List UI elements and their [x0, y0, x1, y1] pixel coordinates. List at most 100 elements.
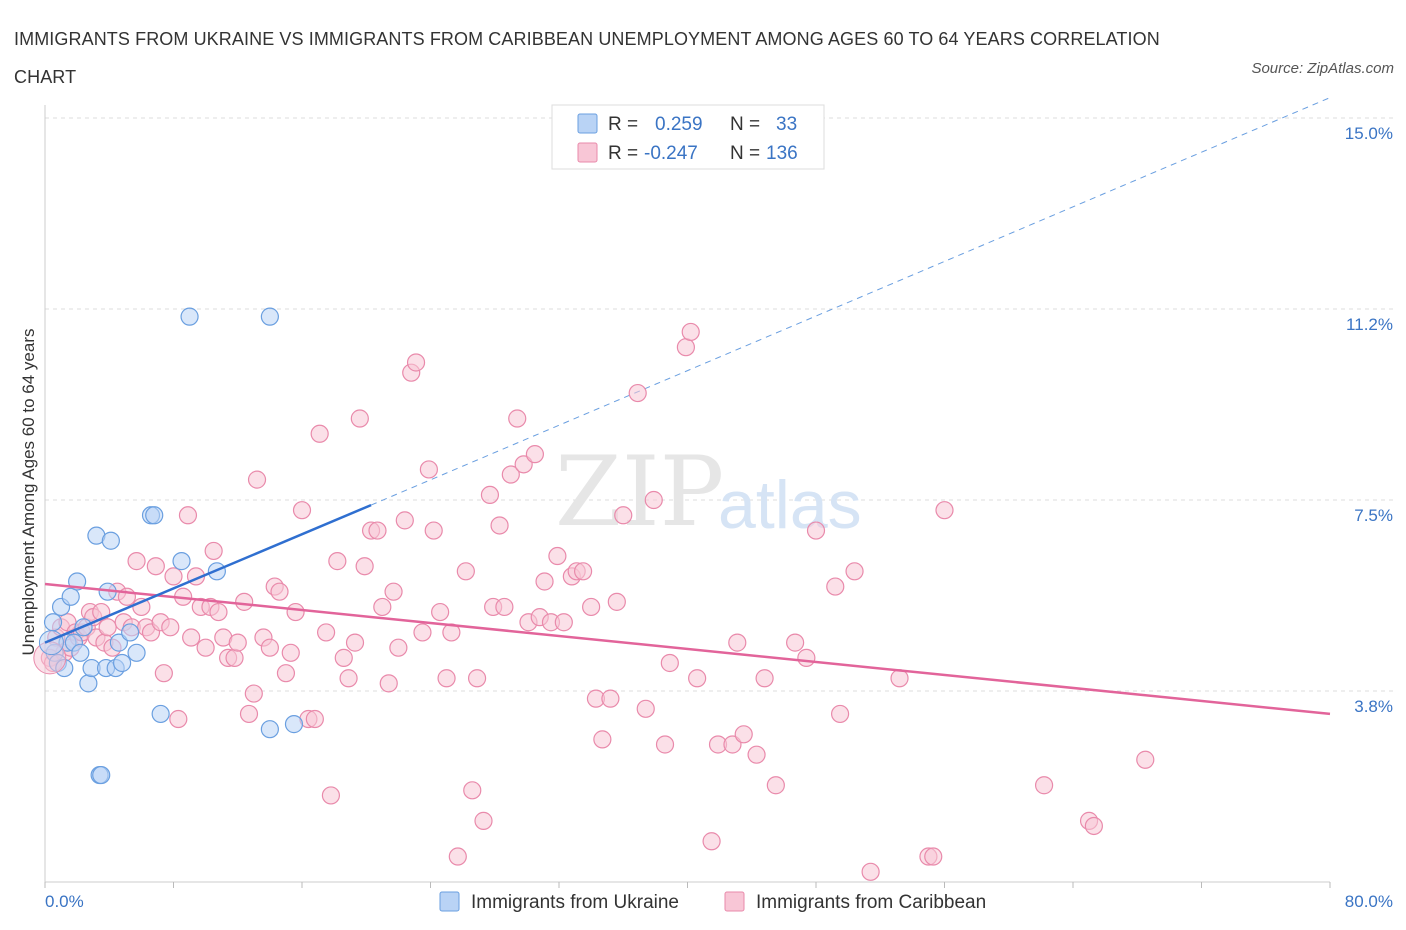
caribbean-point [334, 648, 353, 667]
legend-r-value-caribbean: -0.247 [644, 143, 698, 164]
caribbean-point [463, 781, 482, 800]
caribbean-point [628, 383, 647, 403]
ukraine-point [121, 623, 140, 642]
caribbean-point [292, 501, 312, 520]
caribbean-point [355, 557, 374, 576]
caribbean-point [797, 648, 816, 667]
ukraine-point [260, 720, 279, 739]
watermark-zip: ZIP [555, 436, 724, 548]
bottom-legend-swatch-caribbean [724, 891, 745, 912]
caribbean-point [98, 618, 117, 637]
ukraine-point [260, 307, 279, 326]
caribbean-point [655, 735, 675, 754]
caribbean-point [766, 776, 785, 795]
caribbean-point [1084, 816, 1103, 836]
caribbean-point [702, 832, 721, 851]
caribbean-point [723, 735, 742, 754]
legend-n-value-caribbean: 136 [766, 143, 798, 164]
caribbean-point [178, 506, 198, 525]
caribbean-point [244, 684, 263, 703]
ukraine-point [92, 765, 111, 785]
caribbean-point [286, 602, 305, 622]
legend-swatch-caribbean [577, 142, 598, 163]
caribbean-point [146, 557, 165, 576]
y-tick-label: 15.0% [1345, 124, 1393, 143]
y-axis-title: Unemployment Among Ages 60 to 64 years [19, 329, 38, 656]
stats-legend: R = 0.259 N = 33 R = -0.247 N = 136 [551, 104, 825, 170]
caribbean-point [924, 847, 943, 866]
ukraine-point [101, 531, 120, 550]
x-tick-label-min: 0.0% [45, 892, 84, 911]
caribbean-point [379, 674, 398, 693]
caribbean-point [204, 541, 223, 561]
caribbean-point [276, 664, 296, 683]
caribbean-point [456, 562, 475, 581]
caribbean-point [209, 602, 228, 622]
bottom-legend-label-caribbean: Immigrants from Caribbean [756, 892, 986, 913]
caribbean-point [437, 669, 456, 688]
legend-n-label-caribbean: N = [730, 143, 760, 164]
caribbean-point [247, 470, 267, 489]
ukraine-point [127, 643, 146, 662]
caribbean-point [368, 521, 387, 540]
axes [44, 105, 1331, 888]
caribbean-point [164, 567, 183, 586]
ukraine-point [61, 587, 80, 606]
ukraine-point [79, 674, 98, 693]
caribbean-point [786, 633, 805, 652]
caribbean-trend-line [44, 582, 1331, 716]
caribbean-point [281, 643, 300, 662]
caribbean-point [582, 597, 601, 617]
watermark: ZIP atlas [555, 436, 862, 548]
caribbean-point [225, 648, 244, 667]
caribbean-point [514, 455, 533, 474]
caribbean-point [196, 638, 215, 657]
caribbean-point [474, 811, 493, 830]
caribbean-point [406, 353, 426, 372]
caribbean-point [755, 669, 774, 688]
caribbean-point [260, 638, 279, 657]
caribbean-point [431, 602, 450, 622]
source-credit: Source: ZipAtlas.com [1251, 60, 1394, 77]
caribbean-point [830, 704, 850, 724]
caribbean-point [614, 506, 633, 525]
caribbean-point [490, 516, 509, 535]
ukraine-point [112, 653, 132, 673]
bottom-legend-swatch-ukraine [439, 891, 460, 912]
caribbean-point [728, 633, 747, 652]
caribbean-point [389, 638, 408, 657]
caribbean-point [734, 725, 753, 744]
caribbean-point [270, 582, 289, 601]
caribbean-point [339, 669, 358, 688]
caribbean-point [228, 633, 247, 652]
legend-n-value-ukraine: 33 [776, 114, 797, 135]
caribbean-point [310, 424, 329, 443]
x-tick-label-max: 80.0% [1345, 892, 1393, 911]
ukraine-point [71, 643, 90, 662]
caribbean-point [161, 618, 180, 637]
legend-r-label-caribbean: R = [608, 143, 638, 164]
caribbean-point [688, 669, 707, 688]
caribbean-point [480, 485, 500, 505]
ukraine-point [145, 506, 164, 525]
caribbean-point [316, 623, 336, 642]
legend-swatch-ukraine [577, 113, 598, 134]
caribbean-point [413, 623, 432, 642]
y-tick-label: 3.8% [1354, 697, 1393, 716]
legend-r-label-ukraine: R = [608, 114, 638, 135]
caribbean-point [305, 709, 324, 729]
series-legend: Immigrants from Ukraine Immigrants from … [439, 891, 986, 913]
caribbean-point [448, 847, 467, 866]
caribbean-point [501, 465, 520, 484]
caribbean-point [328, 552, 347, 571]
bottom-legend-label-ukraine: Immigrants from Ukraine [471, 892, 679, 913]
caribbean-point [182, 628, 201, 647]
chart-title: IMMIGRANTS FROM UKRAINE VS IMMIGRANTS FR… [14, 29, 1160, 87]
caribbean-point [861, 862, 880, 881]
caribbean-point [935, 501, 954, 520]
caribbean-point [573, 562, 593, 581]
caribbean-point [345, 633, 365, 652]
caribbean-point [593, 730, 612, 749]
caribbean-point [1136, 750, 1155, 769]
data-points [33, 307, 1155, 881]
